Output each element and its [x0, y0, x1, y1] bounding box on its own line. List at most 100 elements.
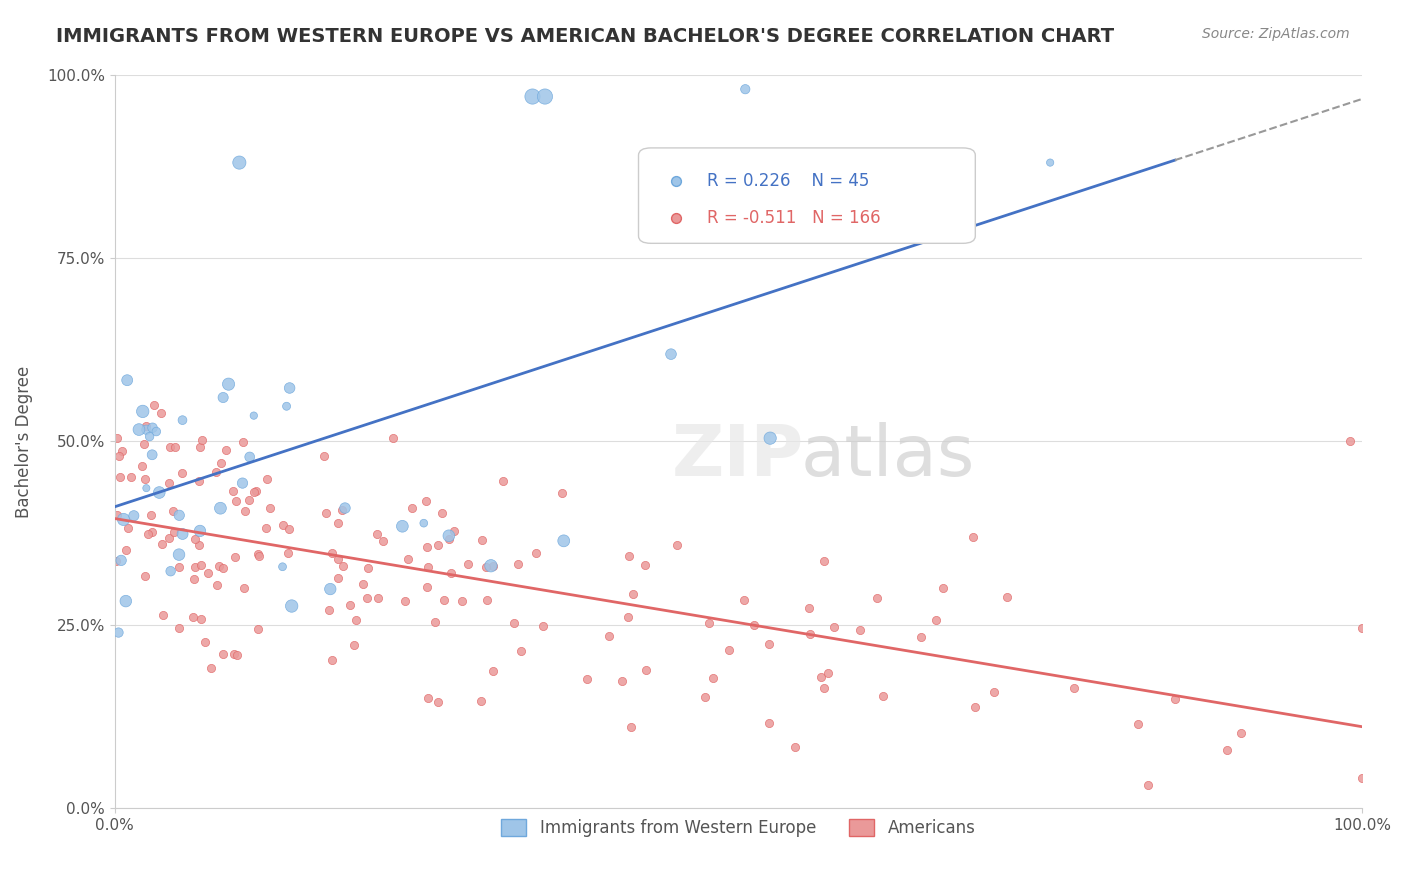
Point: [382, 431, 405, 445]
Point: [962, 530, 984, 544]
Point: [215, 443, 238, 458]
Point: [326, 516, 349, 530]
Point: [188, 440, 211, 454]
Text: ZIP: ZIP: [672, 422, 804, 491]
Point: [105, 431, 128, 445]
Point: [759, 431, 782, 445]
Point: [479, 558, 502, 573]
Point: [415, 580, 437, 594]
Point: [799, 627, 821, 641]
Point: [423, 615, 446, 629]
Point: [183, 532, 205, 546]
Point: [481, 665, 503, 679]
Point: [620, 720, 643, 734]
Point: [172, 413, 194, 427]
Point: [1230, 726, 1253, 740]
Y-axis label: Bachelor's Degree: Bachelor's Degree: [15, 366, 32, 517]
Point: [634, 663, 657, 677]
Point: [111, 444, 134, 458]
Point: [224, 549, 246, 564]
Point: [1216, 743, 1239, 757]
Point: [416, 560, 439, 574]
Point: [159, 564, 181, 578]
Point: [321, 653, 343, 667]
Point: [524, 546, 547, 560]
Point: [149, 406, 172, 420]
Point: [141, 448, 163, 462]
Point: [612, 673, 634, 688]
Point: [475, 593, 498, 607]
Point: [131, 458, 153, 473]
Point: [231, 476, 253, 491]
Point: [332, 559, 354, 574]
Point: [165, 441, 187, 455]
Point: [1063, 681, 1085, 695]
Point: [271, 559, 294, 574]
Point: [356, 591, 378, 606]
Point: [228, 155, 250, 169]
Point: [188, 524, 211, 538]
Point: [190, 558, 212, 572]
Point: [1039, 155, 1062, 169]
Point: [508, 557, 530, 571]
Point: [470, 694, 492, 708]
Text: atlas: atlas: [801, 422, 976, 491]
Point: [163, 524, 186, 539]
Point: [734, 82, 756, 96]
Point: [138, 429, 160, 443]
Point: [617, 609, 640, 624]
Point: [810, 670, 832, 684]
Point: [633, 558, 655, 572]
Point: [162, 504, 184, 518]
Point: [191, 433, 214, 447]
Point: [212, 560, 235, 574]
Point: [797, 600, 820, 615]
Point: [758, 715, 780, 730]
Point: [925, 613, 948, 627]
Point: [194, 635, 217, 649]
Point: [321, 546, 343, 560]
Point: [367, 591, 389, 606]
Point: [105, 553, 128, 567]
Point: [222, 484, 245, 499]
Point: [200, 661, 222, 675]
Point: [134, 568, 156, 582]
Point: [232, 435, 254, 450]
Point: [139, 508, 162, 522]
Point: [183, 572, 205, 586]
Point: [114, 594, 136, 608]
Point: [276, 399, 298, 413]
Point: [167, 548, 190, 562]
Point: [115, 373, 138, 387]
Point: [471, 533, 494, 547]
Point: [134, 472, 156, 486]
Point: [394, 594, 416, 608]
Point: [371, 533, 394, 548]
Point: [207, 578, 229, 592]
Point: [718, 643, 741, 657]
Point: [135, 481, 157, 495]
Text: IMMIGRANTS FROM WESTERN EUROPE VS AMERICAN BACHELOR'S DEGREE CORRELATION CHART: IMMIGRANTS FROM WESTERN EUROPE VS AMERIC…: [56, 27, 1115, 45]
Point: [122, 508, 145, 523]
Point: [167, 621, 190, 635]
Point: [443, 524, 465, 538]
Text: Source: ZipAtlas.com: Source: ZipAtlas.com: [1202, 27, 1350, 41]
Point: [531, 619, 554, 633]
Point: [433, 592, 456, 607]
Point: [132, 404, 155, 418]
Point: [1126, 717, 1149, 731]
Point: [343, 638, 366, 652]
Point: [314, 449, 336, 463]
Point: [141, 421, 163, 435]
Point: [280, 599, 302, 613]
Point: [188, 474, 211, 488]
Point: [366, 526, 388, 541]
Point: [758, 637, 780, 651]
Point: [332, 502, 354, 516]
Point: [492, 475, 515, 489]
Point: [167, 508, 190, 523]
Point: [391, 519, 413, 533]
Point: [159, 531, 181, 545]
Point: [503, 616, 526, 631]
Point: [246, 547, 269, 561]
